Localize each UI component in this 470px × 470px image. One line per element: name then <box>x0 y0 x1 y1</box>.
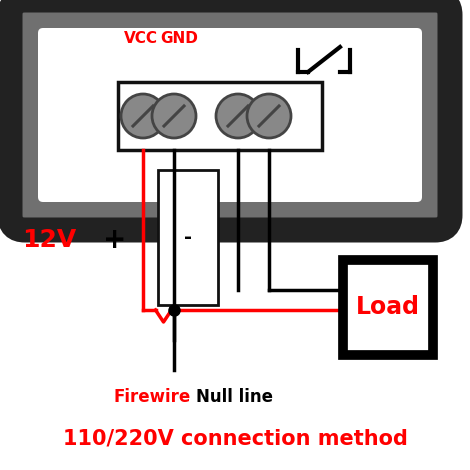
FancyBboxPatch shape <box>38 28 422 202</box>
Text: Firewire: Firewire <box>113 388 190 406</box>
Circle shape <box>152 94 196 138</box>
Circle shape <box>216 94 260 138</box>
Bar <box>118 82 322 150</box>
Text: 110/220V connection method: 110/220V connection method <box>63 428 407 448</box>
Text: Load: Load <box>356 296 420 320</box>
Bar <box>158 170 218 305</box>
Text: VCC: VCC <box>124 31 158 46</box>
Text: -: - <box>184 228 192 247</box>
Text: GND: GND <box>160 31 198 46</box>
Text: 12V: 12V <box>22 228 76 252</box>
Text: Null line: Null line <box>196 388 273 406</box>
Circle shape <box>247 94 291 138</box>
FancyBboxPatch shape <box>10 0 450 230</box>
Bar <box>343 260 433 355</box>
Circle shape <box>121 94 165 138</box>
Text: +: + <box>103 226 126 254</box>
